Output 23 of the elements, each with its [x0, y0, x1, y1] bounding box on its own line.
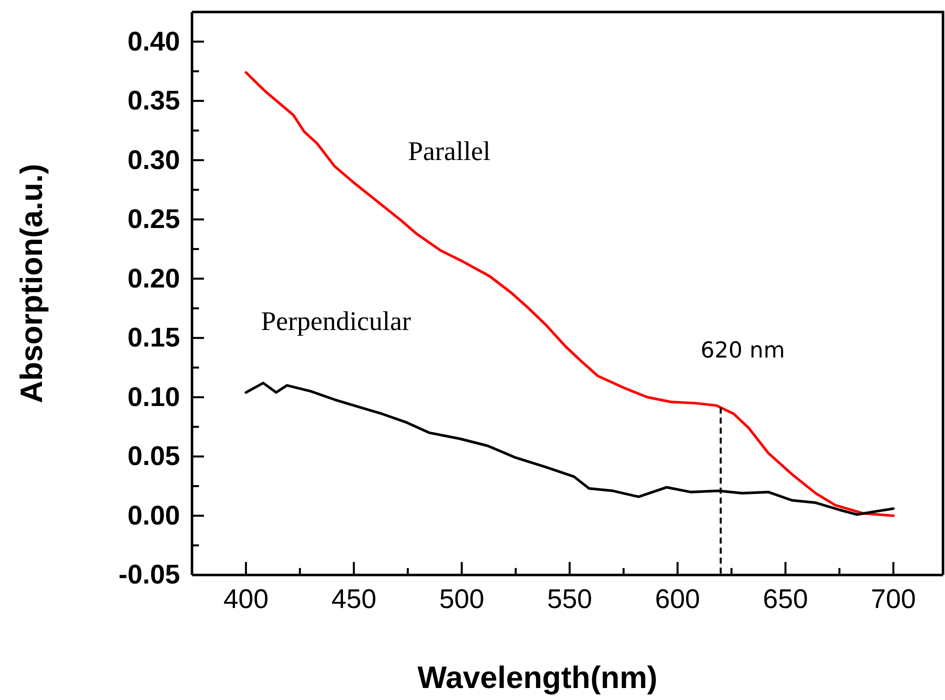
y-tick-label: 0.30	[127, 144, 180, 175]
x-tick-label: 500	[439, 584, 484, 614]
x-tick-label: 450	[331, 584, 376, 614]
x-tick-label: 550	[547, 584, 592, 614]
x-tick-label: 650	[762, 584, 808, 614]
y-tick-label: -0.05	[118, 560, 180, 590]
x-tick-label: 700	[870, 584, 916, 614]
x-axis-title: Wavelength(nm)	[418, 660, 658, 695]
y-tick-label: 0.40	[127, 26, 180, 56]
x-tick-label: 400	[223, 584, 268, 614]
ref-line-label: 620 nm	[700, 338, 785, 364]
y-tick-label: 0.00	[127, 500, 180, 530]
y-tick-label: 0.10	[127, 382, 180, 412]
line-series	[244, 71, 895, 518]
y-axis-title: Absorption(a.u.)	[14, 164, 49, 404]
y-tick-label: 0.15	[127, 322, 180, 353]
y-tick-label: 0.05	[127, 441, 180, 472]
series-label: Perpendicular	[261, 306, 411, 336]
y-tick-label: 0.35	[127, 86, 180, 116]
series-label: Parallel	[408, 136, 490, 166]
y-tick-label: 0.25	[127, 204, 180, 234]
y-tick-label: 0.20	[127, 263, 180, 294]
x-tick-label: 600	[655, 584, 700, 614]
